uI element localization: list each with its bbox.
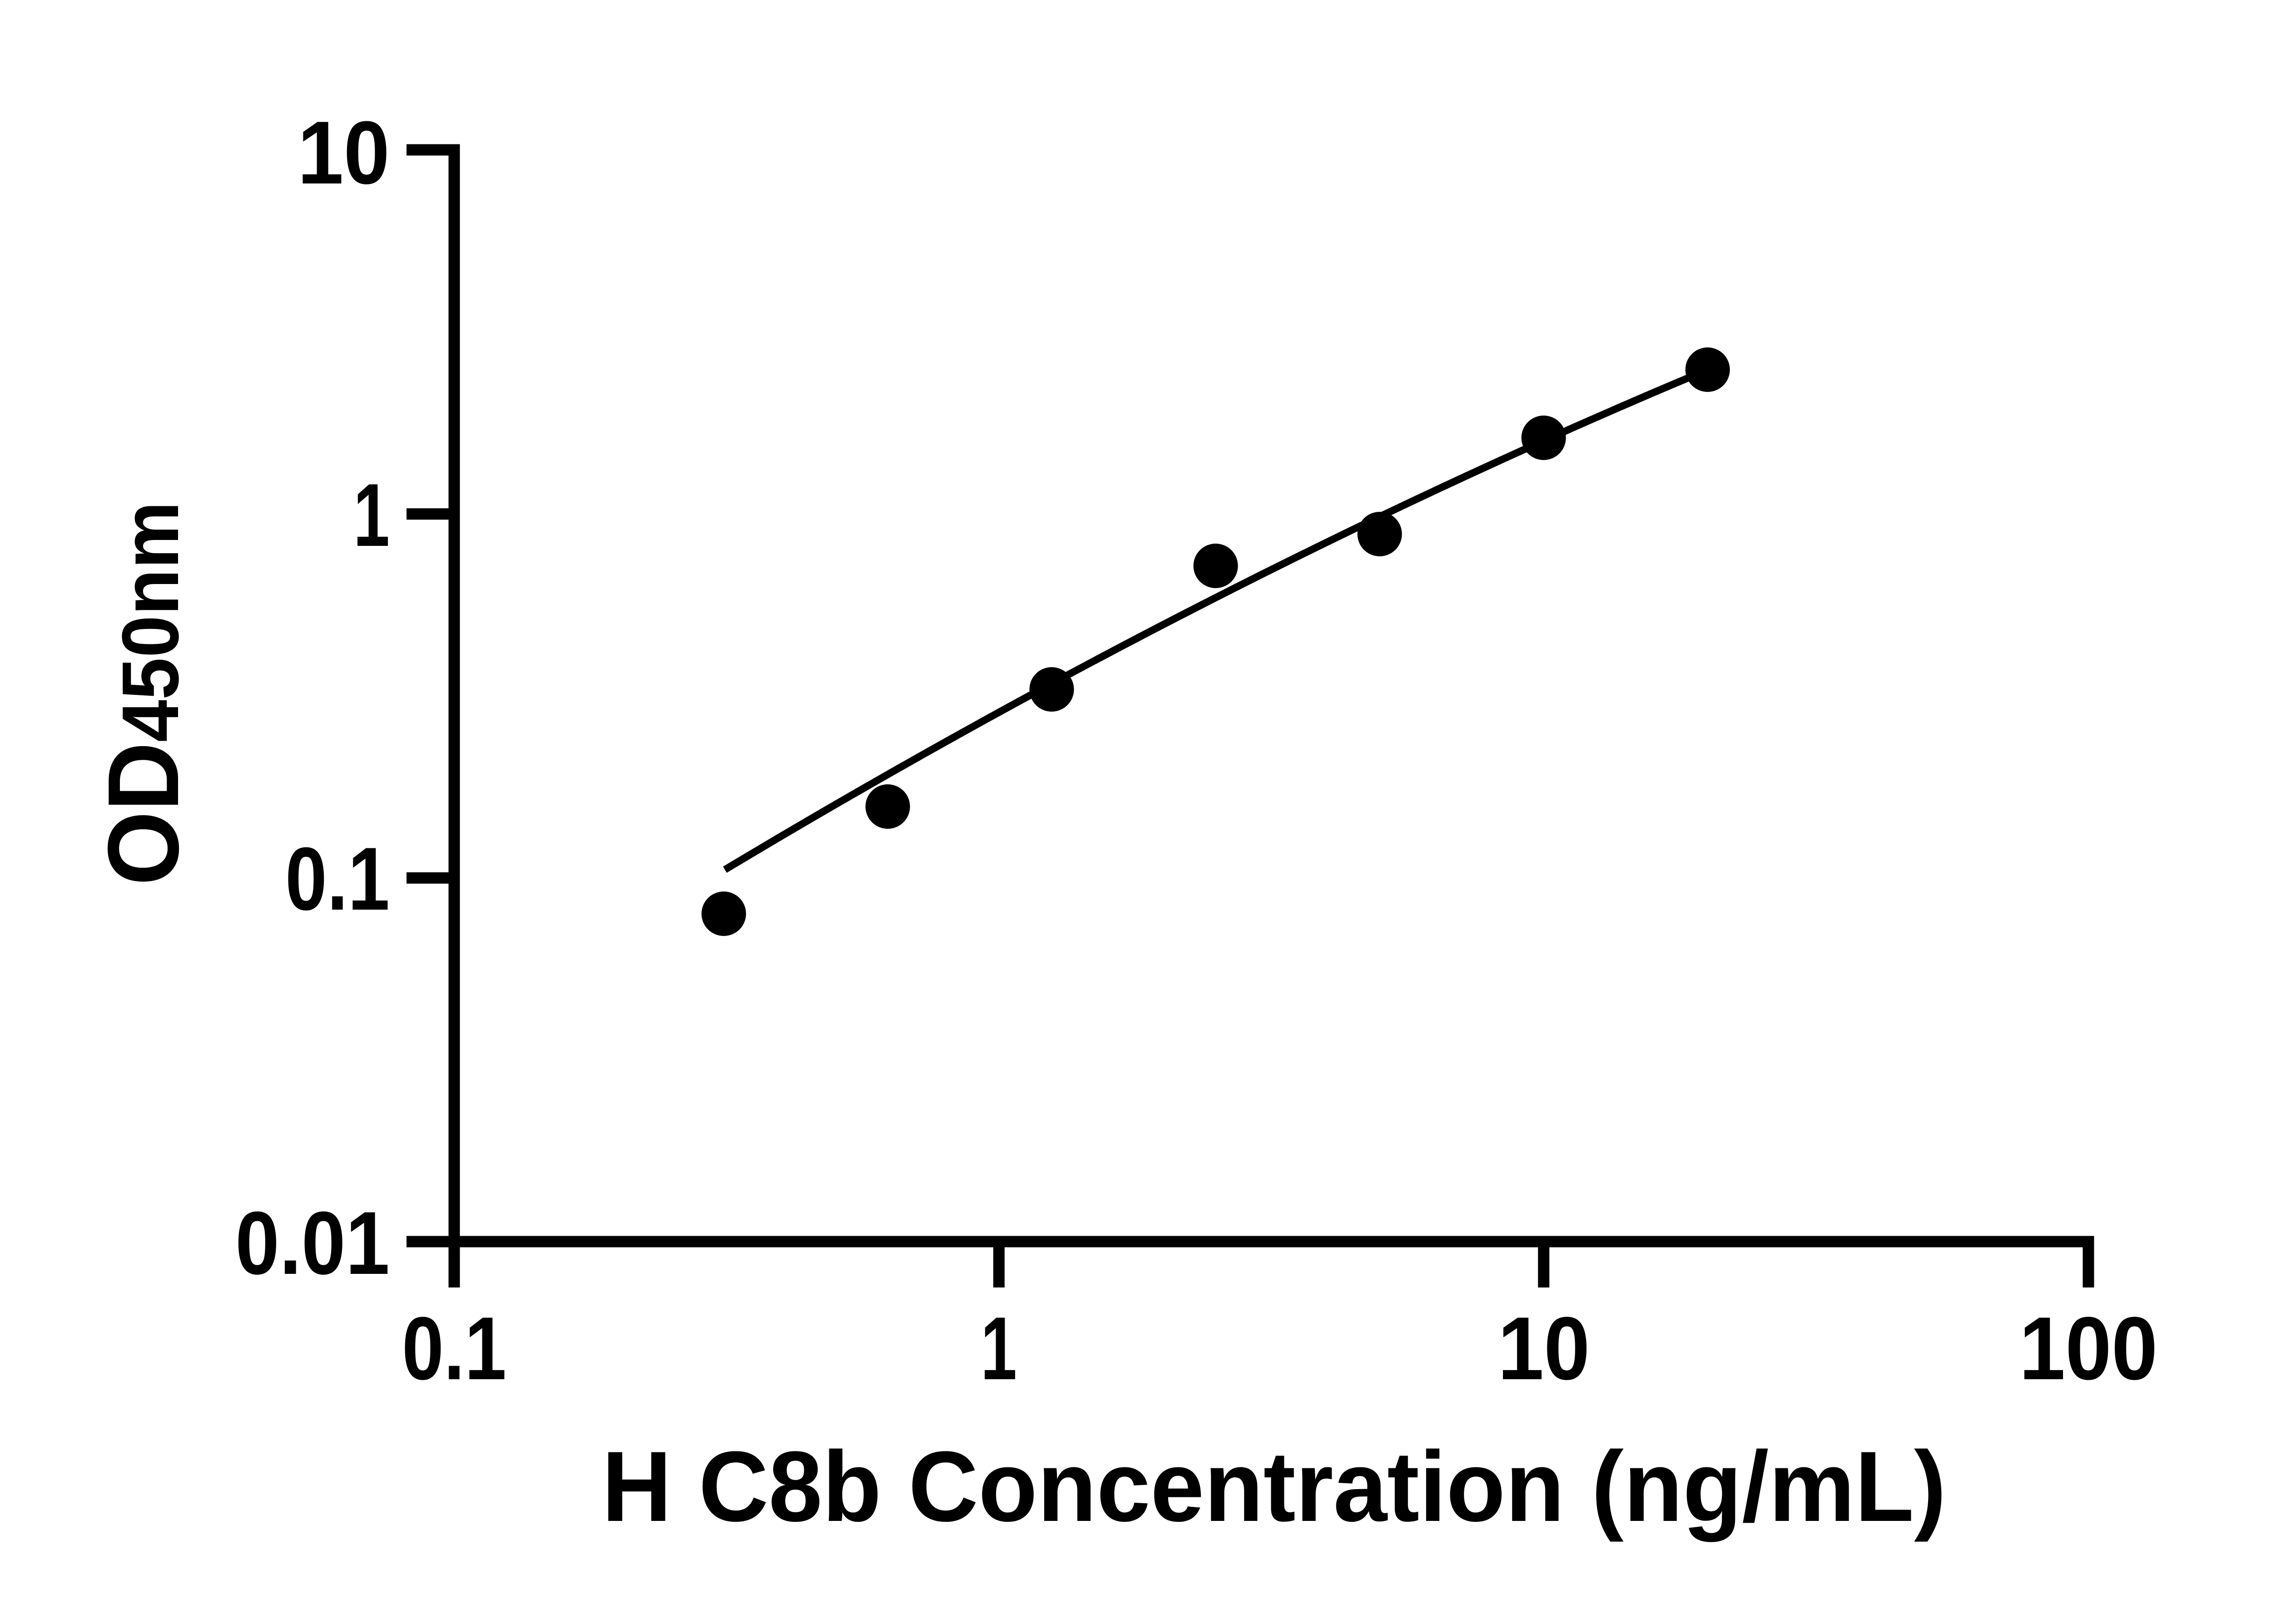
svg-text:450nm: 450nm	[105, 501, 195, 742]
svg-text:0.1: 0.1	[402, 1298, 506, 1398]
svg-text:100: 100	[2019, 1298, 2158, 1398]
svg-text:H C8b Concentration (ng/mL): H C8b Concentration (ng/mL)	[602, 1431, 1946, 1542]
svg-text:1: 1	[353, 465, 390, 565]
svg-text:0.01: 0.01	[235, 1193, 390, 1293]
svg-text:10: 10	[1498, 1298, 1590, 1398]
svg-text:OD: OD	[87, 742, 200, 886]
svg-text:0.1: 0.1	[285, 829, 390, 929]
svg-text:1: 1	[981, 1298, 1017, 1398]
svg-text:10: 10	[298, 103, 390, 203]
